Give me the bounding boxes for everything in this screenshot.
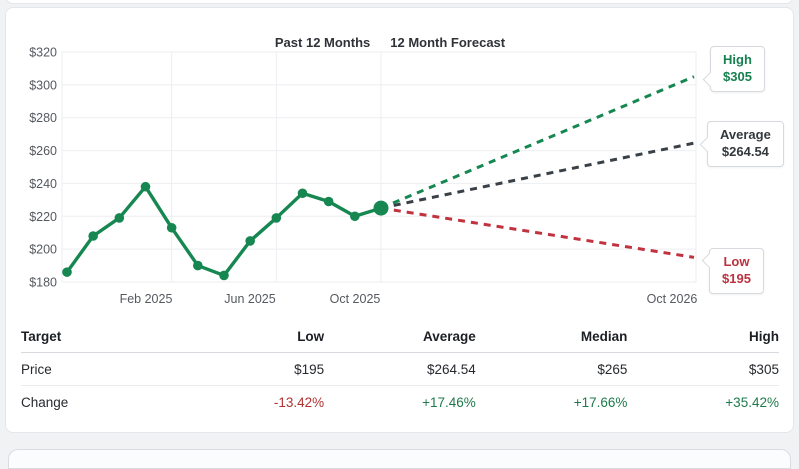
high-callout-label: High xyxy=(723,52,752,67)
change-row-label: Change xyxy=(21,395,69,410)
chart-title-past: Past 12 Months xyxy=(274,35,371,50)
change-average: +17.46% xyxy=(422,395,476,410)
svg-text:$280: $280 xyxy=(29,111,57,125)
data-point-dot xyxy=(350,211,360,222)
svg-text:$180: $180 xyxy=(29,276,57,290)
change-high: +35.42% xyxy=(725,395,779,410)
next-card-edge xyxy=(8,449,791,469)
col-header-median: Median xyxy=(580,328,628,344)
price-row-label: Price xyxy=(21,361,52,377)
forecast-line-low xyxy=(380,206,695,259)
price-average: $264.54 xyxy=(426,361,476,377)
table-row-change: Change -13.42% +17.46% +17.66% +35.42% xyxy=(21,386,779,419)
svg-text:$300: $300 xyxy=(29,78,57,92)
data-point-dot xyxy=(62,267,72,277)
data-point-dot xyxy=(193,260,203,271)
data-point-dot xyxy=(271,213,282,223)
svg-text:Feb 2025: Feb 2025 xyxy=(120,292,173,306)
data-point-dot xyxy=(323,196,334,207)
change-median: +17.66% xyxy=(573,395,628,410)
table-row-price: Price $195 $264.54 $265 $305 xyxy=(21,353,779,386)
svg-text:Jun 2025: Jun 2025 xyxy=(224,292,275,306)
col-header-low: Low xyxy=(297,328,325,344)
low-callout-value: $195 xyxy=(722,270,751,286)
data-point-dot xyxy=(219,270,229,281)
svg-text:$220: $220 xyxy=(29,210,57,224)
forecast-line-high xyxy=(380,75,695,210)
chart-title: Past 12 Months 12 Month Forecast xyxy=(0,35,780,50)
gridlines xyxy=(61,51,697,283)
forecast-card xyxy=(5,7,794,433)
targets-table: Target Low Average Median High Price $19… xyxy=(21,320,779,419)
history-series xyxy=(62,181,389,281)
col-header-average: Average xyxy=(423,328,476,344)
data-point-dot xyxy=(114,213,125,223)
data-point-dot xyxy=(166,222,177,233)
price-low: $195 xyxy=(294,361,325,377)
price-median: $265 xyxy=(597,361,628,377)
price-forecast-chart: $320 $300 $280 $260 $240 $220 $200 $180 Feb 2025… xyxy=(29,46,698,307)
forecast-line-average xyxy=(380,141,695,210)
chart-title-forecast: 12 Month Forecast xyxy=(390,35,506,50)
average-callout-label: Average xyxy=(720,127,771,142)
col-header-target: Target xyxy=(21,328,62,344)
svg-text:$200: $200 xyxy=(29,243,57,257)
current-price-dot xyxy=(373,200,389,216)
high-callout-value: $305 xyxy=(723,68,752,84)
data-point-dot xyxy=(140,181,151,192)
y-axis-labels: $320 $300 $280 $260 $240 $220 $200 $180 xyxy=(29,46,57,290)
svg-text:$320: $320 xyxy=(29,46,57,60)
table-header-row: Target Low Average Median High xyxy=(21,320,779,353)
change-low: -13.42% xyxy=(273,395,325,410)
low-callout: Low $195 xyxy=(709,248,764,294)
col-header-high: High xyxy=(748,328,779,344)
high-callout: High $305 xyxy=(710,46,765,92)
data-point-dot xyxy=(88,231,98,241)
svg-text:Oct 2025: Oct 2025 xyxy=(330,292,381,306)
average-callout: Average $264.54 xyxy=(707,121,784,167)
x-axis-labels: Feb 2025 Jun 2025 Oct 2025 Oct 2026 xyxy=(120,292,698,306)
low-callout-label: Low xyxy=(723,254,750,269)
svg-text:$240: $240 xyxy=(29,177,57,191)
forecast-lines xyxy=(380,75,695,259)
svg-text:Oct 2026: Oct 2026 xyxy=(647,292,698,306)
data-point-dot xyxy=(297,188,308,199)
svg-text:$260: $260 xyxy=(29,144,57,158)
average-callout-value: $264.54 xyxy=(721,143,769,159)
data-point-dot xyxy=(245,236,255,246)
price-high: $305 xyxy=(748,361,779,377)
